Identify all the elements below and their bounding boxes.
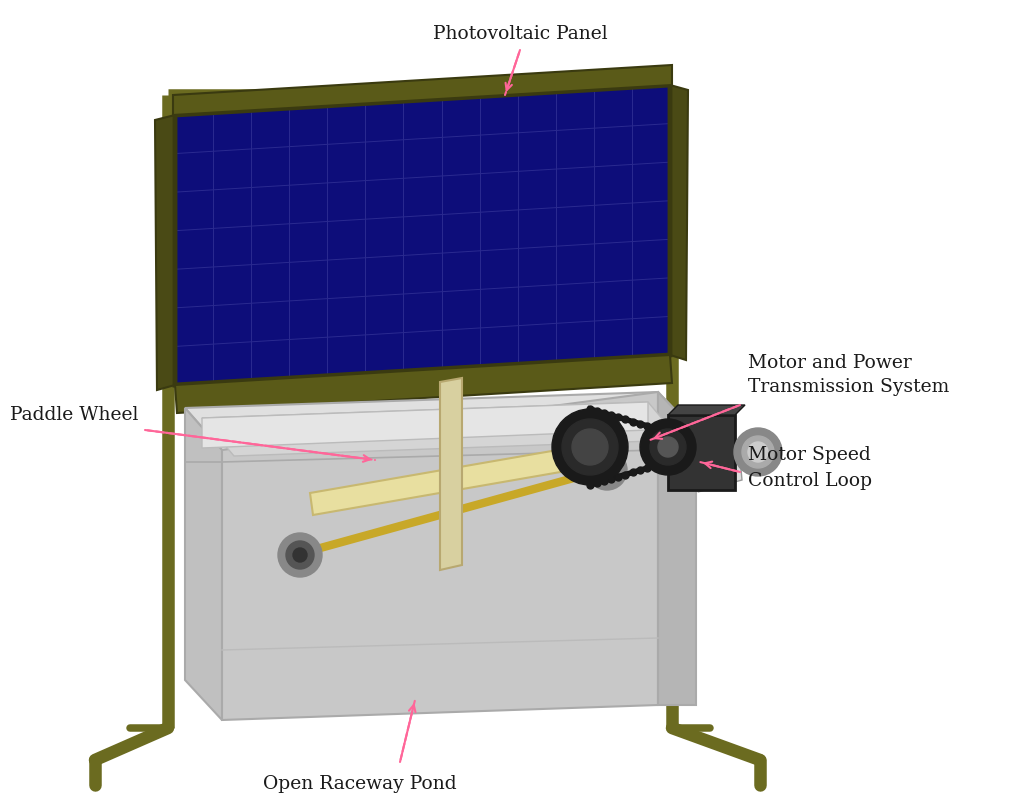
Circle shape	[658, 437, 678, 457]
Text: Motor Speed
Control Loop: Motor Speed Control Loop	[748, 447, 872, 489]
Polygon shape	[155, 115, 175, 390]
Polygon shape	[175, 355, 672, 413]
Circle shape	[572, 429, 608, 465]
Polygon shape	[173, 65, 672, 115]
Text: Motor and Power
Transmission System: Motor and Power Transmission System	[748, 354, 949, 396]
Circle shape	[286, 541, 314, 569]
Circle shape	[748, 442, 768, 462]
Polygon shape	[202, 402, 648, 448]
Circle shape	[734, 428, 782, 476]
Text: Open Raceway Pond: Open Raceway Pond	[263, 775, 457, 793]
Polygon shape	[696, 458, 742, 492]
Polygon shape	[222, 392, 658, 720]
Circle shape	[293, 548, 307, 562]
Polygon shape	[440, 378, 462, 570]
Circle shape	[650, 429, 686, 465]
Circle shape	[278, 533, 322, 577]
Circle shape	[640, 419, 696, 475]
Circle shape	[552, 409, 628, 485]
Circle shape	[562, 419, 618, 475]
Polygon shape	[185, 408, 222, 720]
Polygon shape	[658, 392, 696, 705]
Polygon shape	[175, 85, 670, 385]
Polygon shape	[185, 392, 696, 450]
Circle shape	[587, 450, 627, 490]
Polygon shape	[202, 402, 680, 456]
Polygon shape	[310, 440, 618, 515]
Circle shape	[742, 436, 774, 468]
Polygon shape	[668, 415, 735, 490]
Text: Paddle Wheel: Paddle Wheel	[10, 406, 138, 424]
Polygon shape	[670, 85, 688, 360]
Polygon shape	[668, 405, 745, 415]
Text: Photovoltaic Panel: Photovoltaic Panel	[433, 25, 607, 43]
Circle shape	[595, 458, 618, 482]
